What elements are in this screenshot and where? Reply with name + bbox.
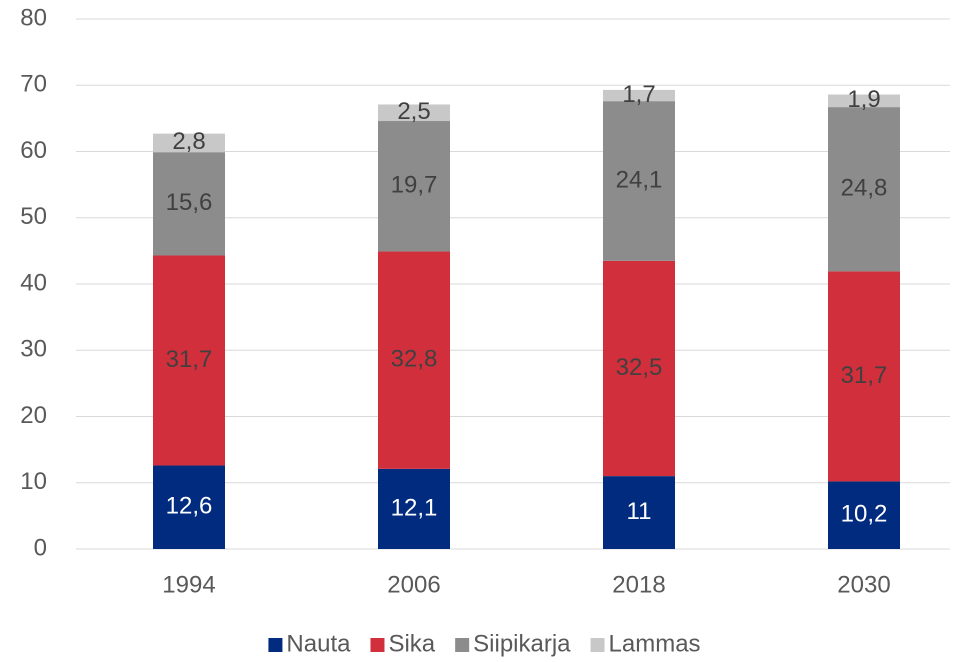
y-tick-label: 30	[20, 336, 47, 363]
y-tick-label: 60	[20, 137, 47, 164]
y-tick-label: 40	[20, 269, 47, 296]
data-label: 2,5	[397, 98, 430, 125]
bar-segment	[378, 121, 450, 252]
bar-segment	[153, 465, 225, 549]
data-label: 10,2	[841, 501, 888, 528]
bar-segment	[603, 101, 675, 261]
x-tick-label: 2018	[612, 571, 665, 598]
data-label: 1,7	[622, 81, 655, 108]
data-label: 24,1	[616, 166, 663, 193]
y-tick-label: 70	[20, 71, 47, 98]
y-tick-label: 0	[34, 534, 47, 561]
data-label: 19,7	[391, 172, 438, 199]
y-tick-label: 80	[20, 4, 47, 31]
data-label: 11	[627, 498, 652, 525]
bar-segment	[828, 271, 900, 482]
legend-label: Lammas	[609, 630, 701, 657]
data-label: 32,8	[391, 346, 438, 373]
legend-swatch	[590, 638, 605, 652]
data-label: 32,5	[616, 354, 663, 381]
bar-segment	[153, 255, 225, 466]
data-label: 24,8	[841, 175, 888, 202]
bar-segment	[828, 94, 900, 108]
legend-label: Siipikarja	[473, 630, 571, 657]
data-label: 31,7	[166, 346, 213, 373]
bar-segment	[153, 152, 225, 256]
data-label: 31,7	[841, 362, 888, 389]
legend-swatch	[455, 638, 470, 652]
bar-segment	[603, 260, 675, 477]
bar-segment	[828, 481, 900, 549]
bar-segment	[153, 133, 225, 153]
legend-label: Sika	[388, 630, 435, 657]
bar-segment	[378, 104, 450, 122]
bar-segment	[828, 107, 900, 272]
legend-swatch	[268, 638, 283, 652]
data-label: 15,6	[166, 189, 213, 216]
y-tick-label: 20	[20, 402, 47, 429]
data-label: 2,8	[172, 128, 205, 155]
legend-label: Nauta	[286, 630, 351, 657]
bar-segment	[378, 251, 450, 469]
y-tick-label: 50	[20, 203, 47, 230]
bar-segment	[378, 468, 450, 549]
legend-swatch	[370, 638, 385, 652]
bar-segment	[603, 89, 675, 102]
bar-segment	[603, 476, 675, 549]
x-tick-label: 2006	[387, 571, 440, 598]
y-tick-label: 10	[20, 468, 47, 495]
data-label: 1,9	[847, 86, 880, 113]
data-label: 12,6	[166, 493, 213, 520]
data-label: 12,1	[391, 494, 438, 521]
x-tick-label: 2030	[837, 571, 890, 598]
x-tick-label: 1994	[162, 571, 215, 598]
